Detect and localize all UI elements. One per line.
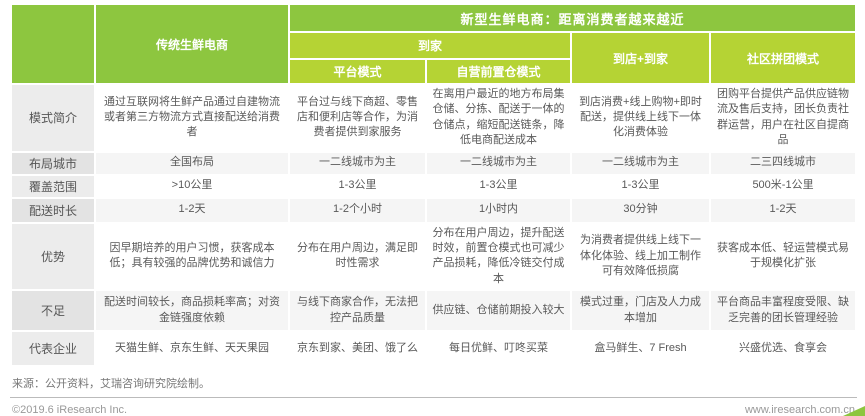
table-cell: 兴盛优选、食享会 [711,332,856,366]
fresh-ecommerce-model-table: 传统生鲜电商 新型生鲜电商：距离消费者越来越近 到家 到店+到家 社区拼团模式 … [10,3,858,368]
table-cell: 一二线城市为主 [572,152,709,174]
table-cell: 在离用户最近的地方布局集仓储、分拣、配送于一体的仓储点，缩短配送链条，降低电商配… [427,85,570,151]
row-label: 模式简介 [12,85,94,151]
table-cell: 一二线城市为主 [290,152,425,174]
table-cell: 500米-1公里 [711,175,856,197]
row-label: 不足 [12,291,94,331]
footer: 来源：公开资料，艾瑞咨询研究院绘制。 ©2019.6 iResearch Inc… [10,375,857,416]
table-row-weaknesses: 不足 配送时间较长，商品损耗率高；对资金链强度依赖 与线下商家合作，无法把控产品… [12,291,856,331]
table-cell: 京东到家、美团、饿了么 [290,332,425,366]
table-cell: 供应链、仓储前期投入较大 [427,291,570,331]
table-cell: 盒马鲜生、7 Fresh [572,332,709,366]
table-row-mode-intro: 模式简介 通过互联网将生鲜产品通过自建物流或者第三方物流方式直接配送给消费者 平… [12,85,856,151]
col-header-traditional: 传统生鲜电商 [96,5,288,83]
table-cell: 与线下商家合作，无法把控产品质量 [290,291,425,331]
table-cell: 团购平台提供产品供应链物流及售后支持，团长负责社群运营，用户在社区自提商品 [711,85,856,151]
col-header-community-group: 社区拼团模式 [711,33,856,83]
table-cell: >10公里 [96,175,288,197]
col-header-front-warehouse: 自营前置仓模式 [427,60,570,83]
row-label: 代表企业 [12,332,94,366]
table-row-advantages: 优势 因早期培养的用户习惯，获客成本低；具有较强的品牌优势和诚信力 分布在用户周… [12,223,856,290]
table-cell: 每日优鲜、叮咚买菜 [427,332,570,366]
source-note: 来源：公开资料，艾瑞咨询研究院绘制。 [12,378,210,391]
table-cell: 分布在用户周边，满足即时性需求 [290,223,425,290]
table-cell: 配送时间较长，商品损耗率高；对资金链强度依赖 [96,291,288,331]
table-cell: 天猫生鲜、京东生鲜、天天果园 [96,332,288,366]
table-cell: 1-3公里 [427,175,570,197]
table-cell: 模式过重，门店及人力成本增加 [572,291,709,331]
table-cell: 1小时内 [427,198,570,222]
col-header-store-home: 到店+到家 [572,33,709,83]
row-label: 优势 [12,223,94,290]
table-cell: 为消费者提供线上线下一体化体验、线上加工制作可有效降低损腐 [572,223,709,290]
group-header-daojia: 到家 [290,33,570,58]
table-cell: 分布在用户周边，提升配送时效，前置仓模式也可减少产品损耗，降低冷链交付成本 [427,223,570,290]
table-cell: 因早期培养的用户习惯，获客成本低；具有较强的品牌优势和诚信力 [96,223,288,290]
banner-new-fresh-ecommerce: 新型生鲜电商：距离消费者越来越近 [290,5,856,31]
table-cell: 1-2个小时 [290,198,425,222]
row-label: 配送时长 [12,198,94,222]
table-cell: 1-2天 [96,198,288,222]
row-label: 布局城市 [12,152,94,174]
table-row-representative-companies: 代表企业 天猫生鲜、京东生鲜、天天果园 京东到家、美团、饿了么 每日优鲜、叮咚买… [12,332,856,366]
footer-divider [10,397,857,399]
corner-blank-cell [12,5,94,83]
table-cell: 全国布局 [96,152,288,174]
table-cell: 1-3公里 [290,175,425,197]
table-cell: 1-3公里 [572,175,709,197]
table-cell: 二三四线城市 [711,152,856,174]
table-cell: 一二线城市为主 [427,152,570,174]
col-header-platform: 平台模式 [290,60,425,83]
copyright-text: ©2019.6 iResearch Inc. [12,404,128,416]
table-cell: 平台过与线下商超、零售店和便利店等合作，为消费者提供到家服务 [290,85,425,151]
table-cell: 1-2天 [711,198,856,222]
row-label: 覆盖范围 [12,175,94,197]
table-cell: 到店消费+线上购物+即时配送，提供线上线下一体化消费体验 [572,85,709,151]
table-cell: 获客成本低、轻运营模式易于规模化扩张 [711,223,856,290]
website-url: www.iresearch.com.cn [744,404,855,416]
table-cell: 通过互联网将生鲜产品通过自建物流或者第三方物流方式直接配送给消费者 [96,85,288,151]
table-row-layout-cities: 布局城市 全国布局 一二线城市为主 一二线城市为主 一二线城市为主 二三四线城市 [12,152,856,174]
corner-decoration [843,406,865,416]
table-cell: 30分钟 [572,198,709,222]
table-cell: 平台商品丰富程度受限、缺乏完善的团长管理经验 [711,291,856,331]
table-row-coverage: 覆盖范围 >10公里 1-3公里 1-3公里 1-3公里 500米-1公里 [12,175,856,197]
table-row-delivery-time: 配送时长 1-2天 1-2个小时 1小时内 30分钟 1-2天 [12,198,856,222]
